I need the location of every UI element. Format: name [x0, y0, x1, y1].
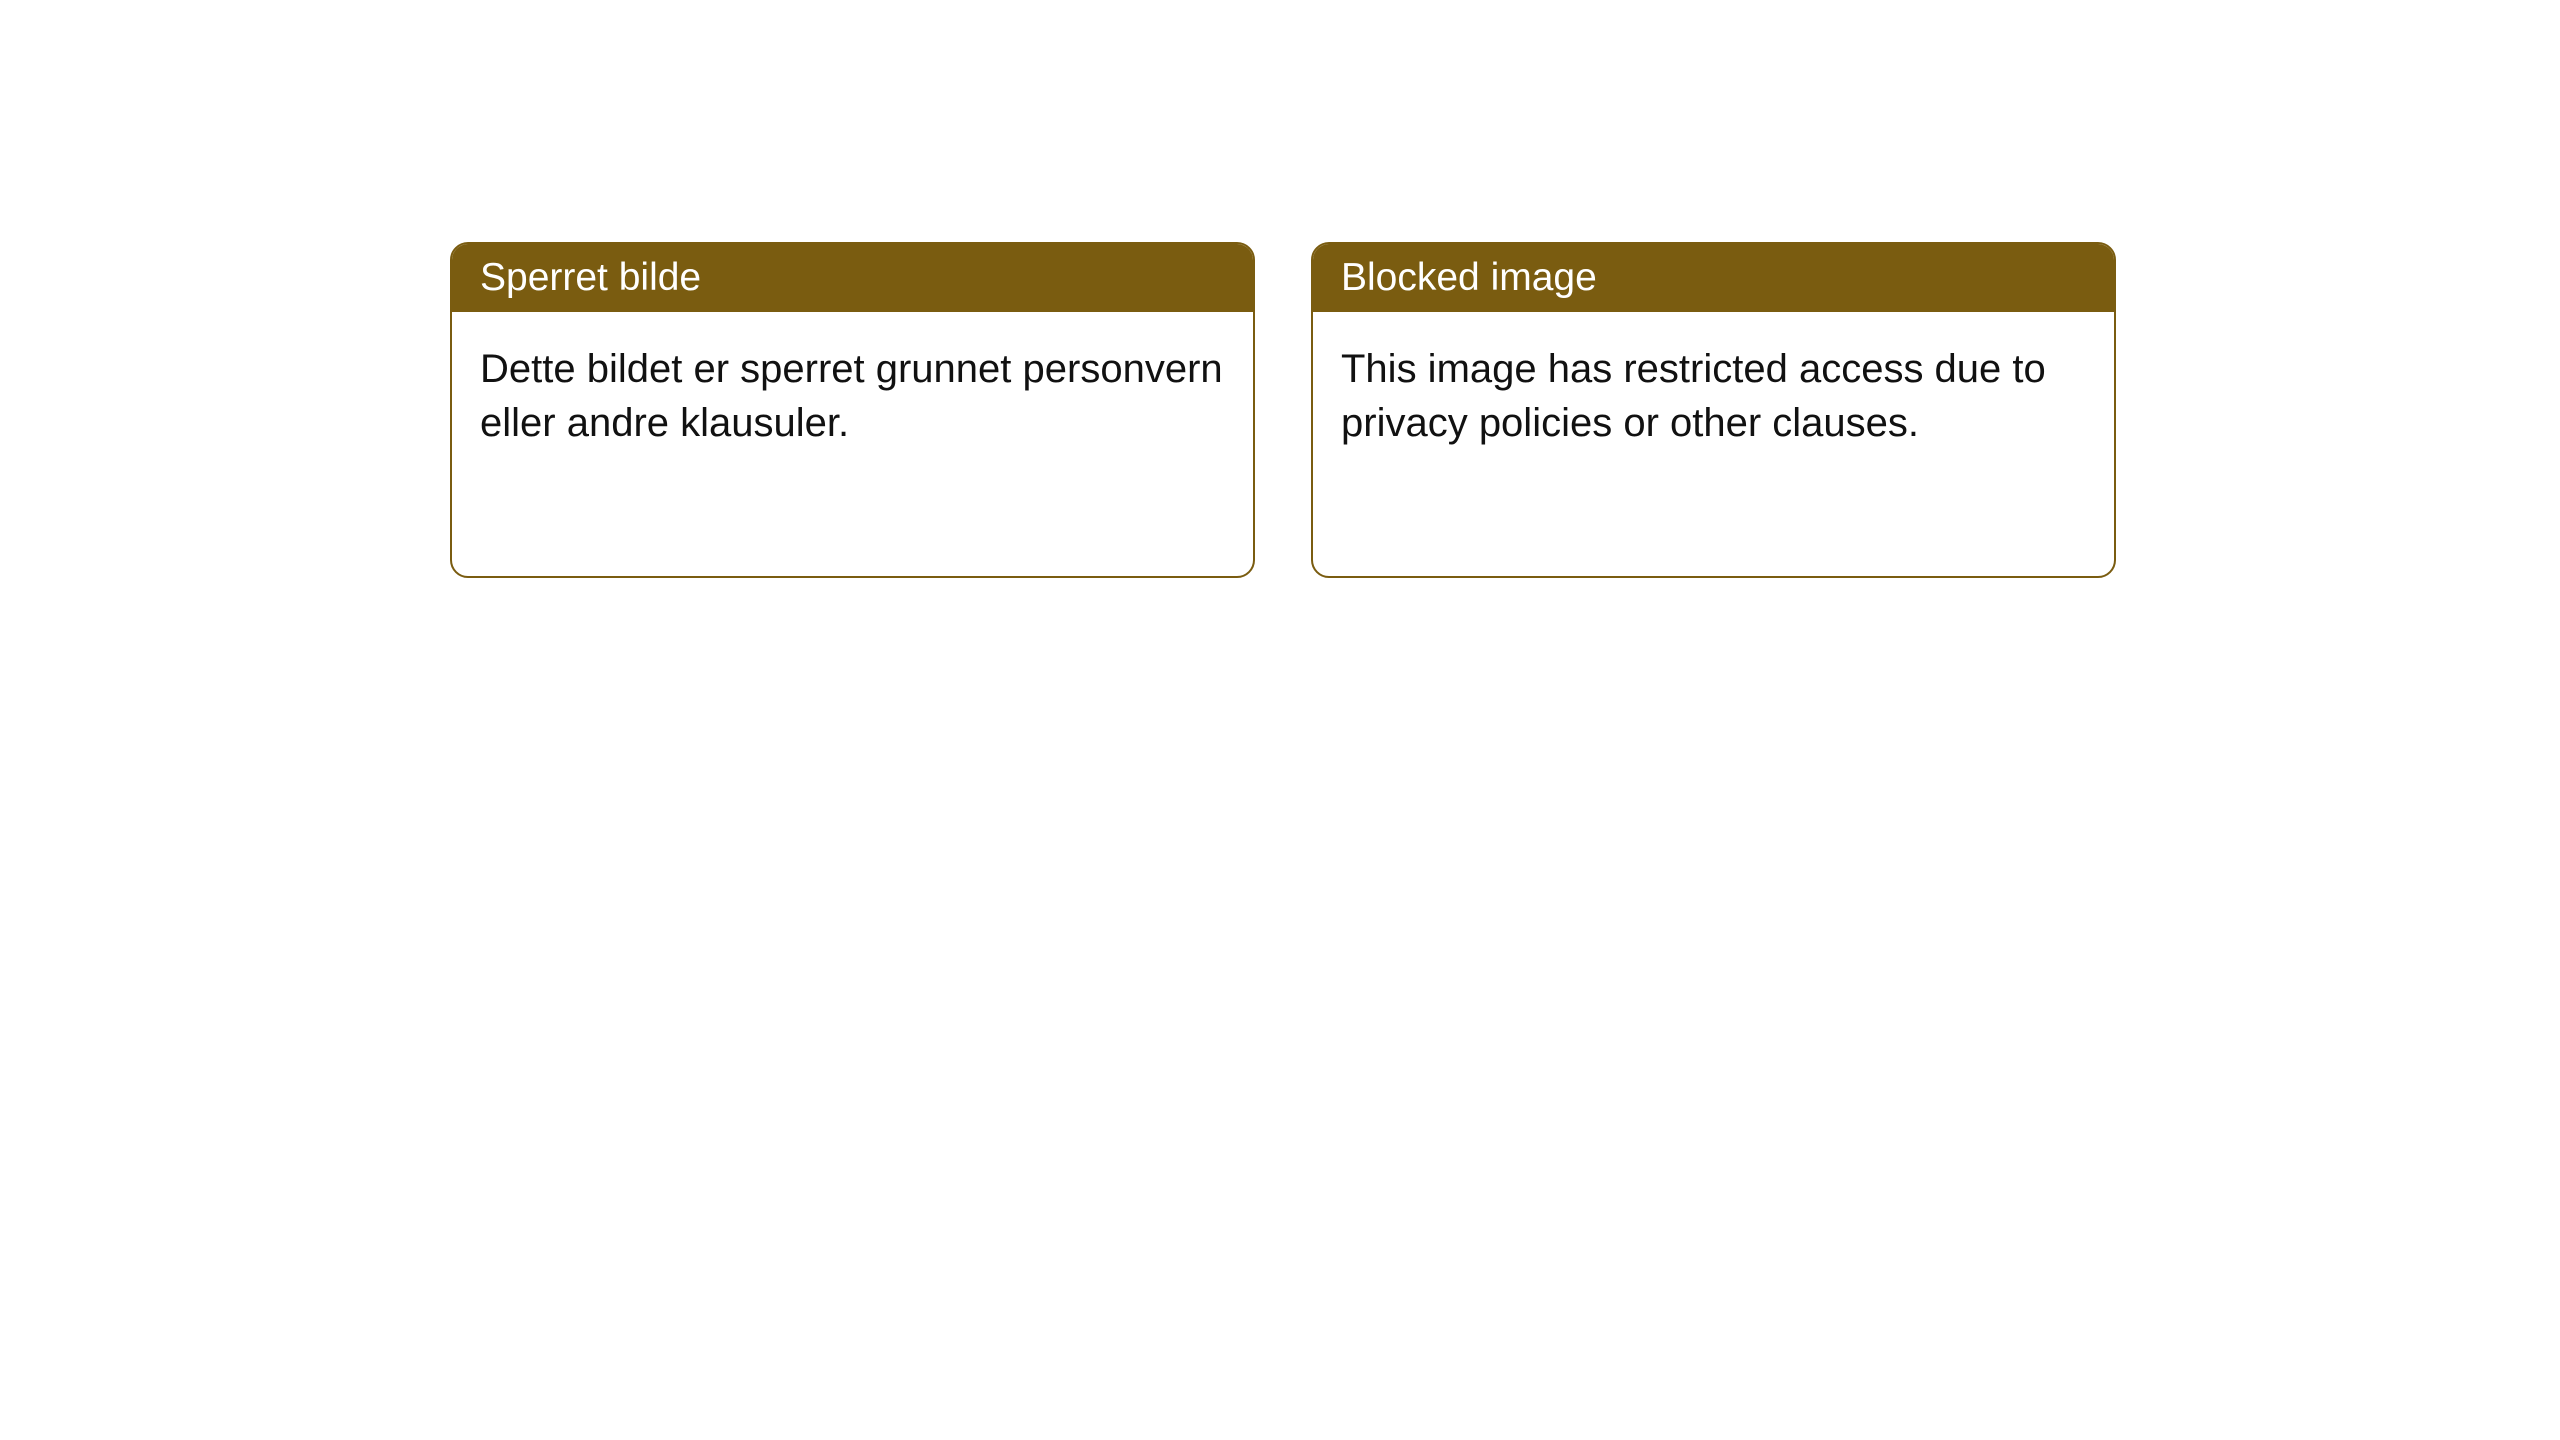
- card-header: Blocked image: [1313, 244, 2114, 312]
- card-body: Dette bildet er sperret grunnet personve…: [452, 312, 1253, 480]
- card-body: This image has restricted access due to …: [1313, 312, 2114, 480]
- card-body-text: Dette bildet er sperret grunnet personve…: [480, 347, 1223, 445]
- notice-card-norwegian: Sperret bilde Dette bildet er sperret gr…: [450, 242, 1255, 578]
- notice-container: Sperret bilde Dette bildet er sperret gr…: [450, 242, 2116, 578]
- card-body-text: This image has restricted access due to …: [1341, 347, 2046, 445]
- notice-card-english: Blocked image This image has restricted …: [1311, 242, 2116, 578]
- card-header: Sperret bilde: [452, 244, 1253, 312]
- card-title: Sperret bilde: [480, 256, 701, 299]
- card-title: Blocked image: [1341, 256, 1597, 299]
